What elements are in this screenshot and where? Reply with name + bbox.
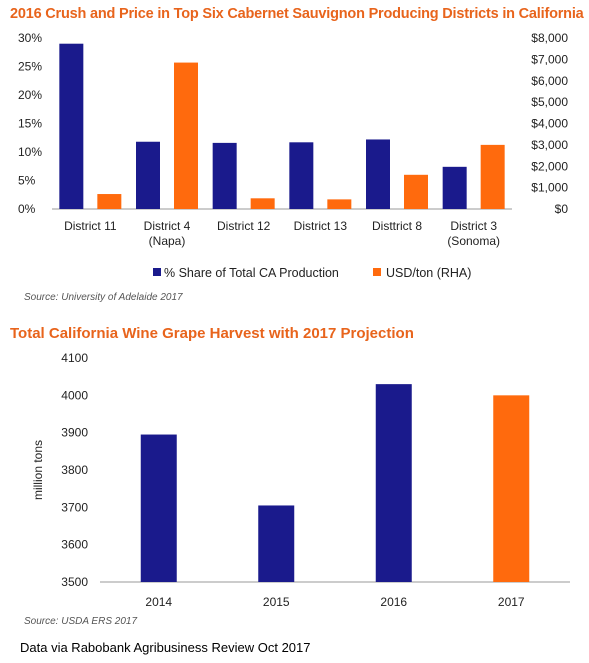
chart1-bar-share-2 [212, 142, 237, 209]
chart1-y-right-tick: $1,000 [531, 181, 568, 195]
chart2-plot: 3500 3600 3700 3800 3900 4000 4100 million tons… [31, 351, 570, 609]
chart2-title: Total California Wine Grape Harvest with… [10, 325, 414, 342]
chart1-y-right-tick: $5,000 [531, 95, 568, 109]
chart1-y-left-tick: 30% [18, 31, 42, 45]
chart2-x-tick-label: 2017 [498, 595, 525, 609]
chart2-y-tick: 4100 [61, 351, 88, 365]
chart2-x-tick-label: 2015 [263, 595, 290, 609]
chart2-y-tick: 3600 [61, 538, 88, 552]
chart1-legend-label-share: % Share of Total CA Production [164, 266, 339, 280]
chart1-legend-swatch-share [153, 268, 161, 276]
chart1-y-right-tick: $3,000 [531, 138, 568, 152]
chart1-plot: 0% 5% 10% 15% 20% 25% 30% $0 $1,000 $2,000 $3,000 $… [18, 31, 569, 280]
chart1-x-tick-label: (Sonoma) [447, 234, 500, 248]
chart1-y-right-tick: $8,000 [531, 31, 568, 45]
chart1-y-left-tick: 0% [18, 202, 36, 216]
chart2-bar-2014 [140, 434, 177, 582]
chart1-legend-swatch-price [373, 268, 381, 276]
chart2-y-axis-label: million tons [31, 440, 45, 500]
chart1-bar-share-5 [442, 166, 467, 209]
chart1-bar-price-3 [327, 199, 352, 209]
chart1-x-tick-label: District 11 [64, 219, 117, 233]
chart1-x-tick-label: District 3 [450, 219, 497, 233]
chart1-legend-label-price: USD/ton (RHA) [386, 266, 471, 280]
footer-credit: Data via Rabobank Agribusiness Review Oc… [20, 640, 311, 655]
chart2-bar-2017 [493, 395, 530, 582]
chart1-y-left-tick: 20% [18, 88, 42, 102]
chart2-y-tick: 4000 [61, 388, 88, 402]
chart2-source: Source: USDA ERS 2017 [24, 616, 138, 627]
chart2-bar-2015 [258, 505, 295, 582]
chart1-bar-price-2 [250, 198, 275, 209]
chart1-x-tick-label: District 13 [294, 219, 348, 233]
chart2-x-tick-label: 2014 [145, 595, 172, 609]
chart1-x-tick-label: Disttrict 8 [372, 219, 422, 233]
chart1-y-right-tick: $2,000 [531, 159, 568, 173]
chart1-bar-price-5 [480, 144, 505, 209]
chart1-bar-price-0 [97, 194, 122, 209]
chart1-x-tick-label: District 4 [144, 219, 191, 233]
chart1-bar-share-4 [366, 139, 390, 209]
chart1-y-right-tick: $4,000 [531, 117, 568, 131]
chart1-bar-share-0 [59, 43, 84, 210]
chart2-x-tick-label: 2016 [380, 595, 407, 609]
chart1-y-left-tick: 25% [18, 60, 42, 74]
chart1-bar-share-1 [136, 141, 160, 209]
chart1-y-left-tick: 10% [18, 145, 42, 159]
chart1-bar-price-1 [174, 62, 198, 209]
chart1-y-left-tick: 5% [18, 174, 36, 188]
chart1-bar-share-3 [289, 142, 314, 209]
chart1-y-right-tick: $0 [555, 202, 569, 216]
chart1-y-right-tick: $6,000 [531, 74, 568, 88]
chart1-x-tick-label: (Napa) [149, 234, 186, 248]
chart1-source: Source: University of Adelaide 2017 [24, 292, 183, 303]
chart2-y-tick: 3500 [61, 575, 88, 589]
chart1-y-left-tick: 15% [18, 117, 42, 131]
chart2-y-tick: 3900 [61, 426, 88, 440]
chart1-y-right-tick: $7,000 [531, 52, 568, 66]
chart2-y-tick: 3800 [61, 463, 88, 477]
chart2-bar-2016 [375, 384, 412, 582]
chart1-x-tick-label: District 12 [217, 219, 271, 233]
chart1-title: 2016 Crush and Price in Top Six Cabernet… [10, 6, 584, 22]
chart1-bar-price-4 [404, 174, 428, 209]
chart2-y-tick: 3700 [61, 500, 88, 514]
